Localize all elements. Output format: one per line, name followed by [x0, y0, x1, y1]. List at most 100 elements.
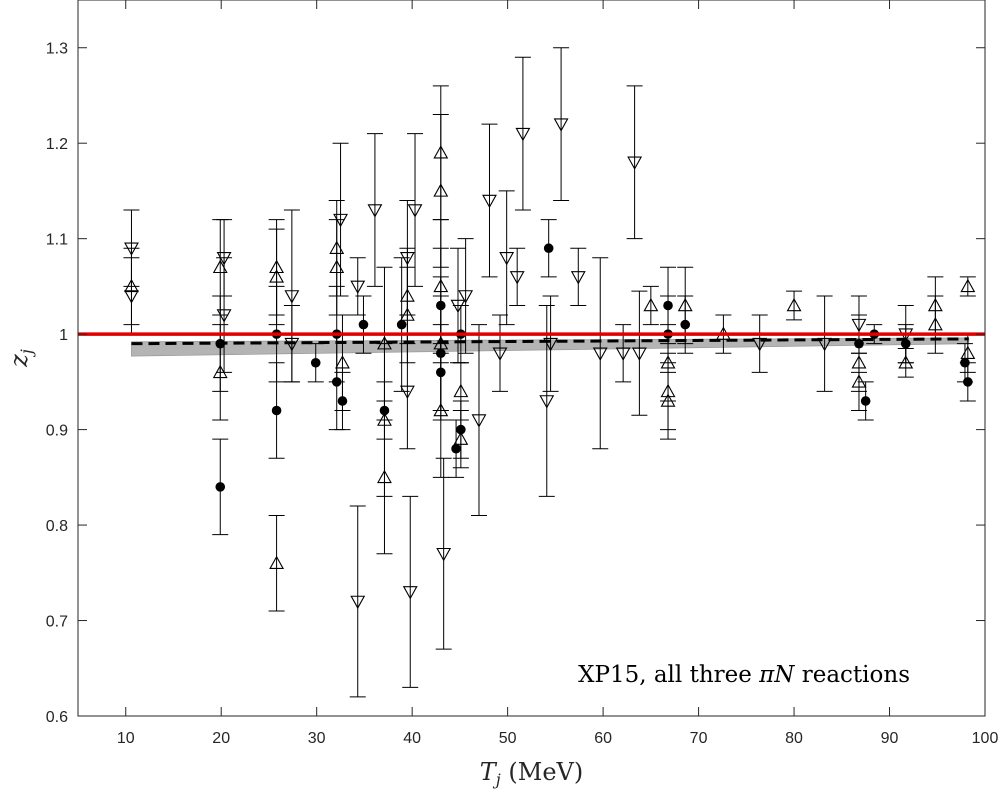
data-point	[498, 190, 515, 326]
marker-triangle-up	[927, 297, 943, 312]
data-point	[470, 324, 487, 517]
data-point	[435, 457, 452, 650]
marker-triangle-up	[212, 259, 228, 274]
marker-triangle-down	[399, 385, 415, 400]
x-axis-sub: j	[493, 770, 501, 789]
data-point	[857, 381, 874, 421]
x-tick-label: 80	[785, 730, 803, 747]
marker-triangle-down	[124, 290, 139, 304]
fit-line	[131, 337, 969, 346]
data-point	[570, 247, 587, 306]
marker-triangle-down	[402, 586, 418, 600]
x-tick-label: 50	[499, 730, 517, 747]
data-point	[642, 285, 659, 326]
marker-triangle-down	[752, 337, 768, 352]
x-axis-unit: (MeV)	[501, 758, 583, 786]
marker-triangle-up	[851, 355, 867, 369]
data-point	[332, 142, 349, 297]
marker-triangle-up	[433, 145, 449, 159]
marker-triangle-up	[433, 402, 449, 417]
marker-filled-circle	[271, 405, 282, 416]
marker-triangle-up	[269, 555, 285, 570]
annotation-var: N	[773, 662, 795, 688]
marker-triangle-down	[570, 271, 586, 285]
y-tick-label: 0.7	[46, 614, 68, 631]
data-point	[631, 290, 648, 416]
data-point	[407, 133, 424, 287]
y-axis-var: z	[5, 354, 33, 368]
annotation-greek: π	[758, 662, 775, 688]
data-point	[366, 133, 383, 287]
marker-filled-circle	[396, 319, 407, 330]
marker-triangle-down	[458, 290, 474, 304]
data-point	[449, 247, 466, 364]
marker-triangle-down	[543, 337, 559, 352]
marker-triangle-down	[350, 280, 366, 295]
ticks-layer: 10 20 30 40 50 60 70 80 90 100 0.6 0.7 0.8 0.9 1 1.1 1.2…	[46, 0, 999, 747]
data-point	[959, 333, 976, 373]
marker-triangle-down	[284, 290, 300, 304]
y-tick-label: 1.3	[46, 41, 68, 58]
annotation-prefix: XP15, all three	[578, 662, 759, 688]
marker-triangle-down	[627, 156, 643, 170]
marker-triangle-up	[433, 278, 449, 293]
marker-triangle-down	[615, 347, 631, 361]
marker-triangle-down	[492, 347, 508, 361]
data-point	[123, 209, 140, 287]
marker-triangle-down	[553, 118, 569, 132]
data-point	[553, 47, 570, 201]
y-tick-label: 1	[59, 327, 68, 344]
marker-triangle-up	[329, 240, 345, 254]
data-point	[268, 219, 285, 316]
data-point	[212, 219, 229, 316]
marker-triangle-down	[817, 337, 833, 352]
annotation-suffix: reactions	[794, 662, 910, 688]
marker-triangle-down	[515, 127, 531, 142]
x-axis-title: Tj (MeV)	[480, 758, 583, 789]
marker-triangle-up	[453, 431, 469, 445]
plot-frame	[77, 0, 986, 717]
marker-triangle-up	[786, 297, 802, 312]
data-point	[850, 295, 867, 354]
marker-triangle-down	[367, 204, 383, 218]
marker-triangle-down	[499, 252, 515, 266]
data-point	[540, 219, 557, 278]
data-point	[481, 123, 498, 278]
y-tick-label: 1.1	[46, 232, 68, 249]
data-point	[816, 295, 833, 392]
x-axis-var: T	[480, 758, 498, 786]
data-point	[349, 257, 366, 316]
y-tick-label: 1.2	[46, 136, 68, 153]
marker-triangle-up	[269, 259, 285, 274]
marker-triangle-up	[377, 412, 392, 426]
data-point	[402, 495, 419, 688]
data-point	[514, 56, 531, 211]
data-point	[349, 505, 366, 698]
x-tick-label: 70	[690, 730, 708, 747]
marker-triangle-down	[124, 242, 139, 256]
marker-filled-circle	[310, 357, 321, 368]
data-point	[212, 438, 229, 536]
marker-filled-circle	[358, 319, 369, 330]
marker-triangle-down	[851, 318, 867, 333]
marker-triangle-up	[335, 355, 350, 369]
data-point	[592, 257, 609, 450]
marker-filled-circle	[860, 396, 871, 406]
data-point	[268, 515, 285, 612]
data-point	[283, 209, 300, 383]
data-point	[660, 266, 677, 345]
marker-triangle-down	[631, 347, 647, 361]
x-tick-label: 100	[972, 730, 999, 747]
marker-triangle-up	[660, 355, 676, 369]
data-points-layer	[123, 47, 976, 698]
marker-triangle-down	[450, 299, 466, 314]
data-point	[399, 199, 416, 316]
marker-filled-circle	[543, 243, 554, 254]
data-point	[786, 290, 803, 321]
data-point	[491, 314, 508, 392]
marker-triangle-up	[643, 297, 659, 312]
marker-triangle-up	[960, 345, 976, 359]
marker-triangle-down	[216, 309, 232, 323]
marker-triangle-down	[407, 204, 423, 218]
